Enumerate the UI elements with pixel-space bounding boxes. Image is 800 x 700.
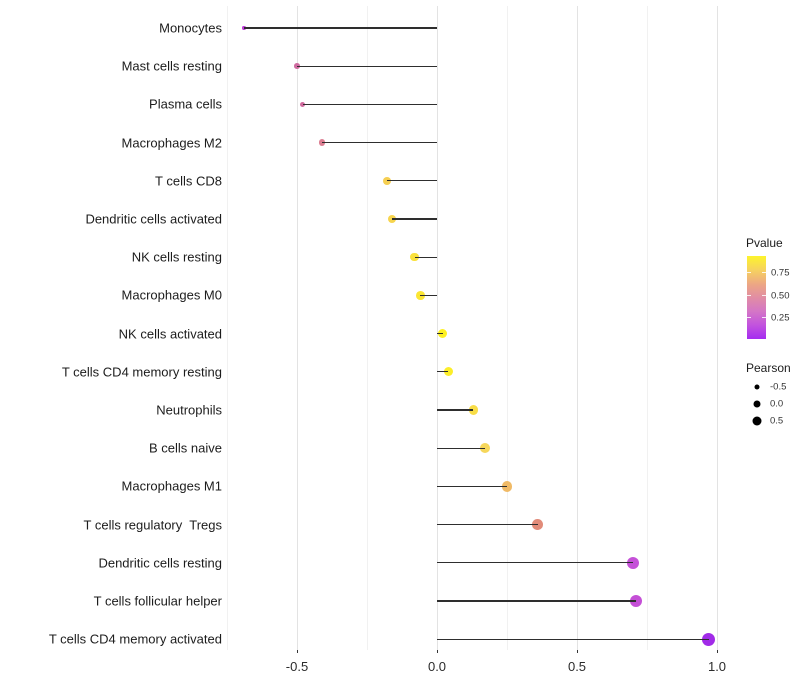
category-label: T cells follicular helper [93,593,222,609]
category-label: Macrophages M2 [121,135,222,151]
category-label: T cells CD4 memory resting [61,364,222,380]
category-label: NK cells activated [118,326,222,342]
colorbar-tick [762,272,766,273]
minor-gridline [647,6,648,650]
major-gridline [297,6,298,650]
colorbar-tick [747,295,751,296]
x-axis-tick [297,650,298,653]
major-gridline [437,6,438,650]
pvalue-tick-label: 0.75 [771,267,790,279]
pvalue-legend-title: Pvalue [746,236,783,250]
colorbar-tick [762,295,766,296]
lollipop-dot [382,176,391,185]
category-label: Mast cells resting [121,58,222,74]
category-label: Monocytes [159,20,222,36]
lollipop-stick [437,371,449,373]
lollipop-stick [437,600,636,602]
lollipop-dot [242,26,246,30]
x-axis-tick-label: 0.5 [567,659,587,674]
category-label: T cells CD8 [155,173,222,189]
major-gridline [577,6,578,650]
lollipop-stick [437,638,709,640]
minor-gridline [227,6,228,650]
lollipop-stick [420,294,437,297]
lollipop-stick [437,447,485,449]
lollipop-dot [443,367,453,377]
lollipop-stick [297,65,437,67]
lollipop-stick [392,218,437,220]
colorbar-tick [762,317,766,318]
lollipop-stick [302,103,437,106]
x-axis-tick [437,650,438,653]
lollipop-stick [437,523,538,526]
x-axis-tick [577,650,578,653]
minor-gridline [507,6,508,650]
major-gridline [717,6,718,650]
lollipop-dot [479,443,490,454]
lollipop-dot [438,329,448,339]
x-axis-tick-label: 1.0 [707,659,727,674]
lollipop-stick [386,180,437,182]
category-label: NK cells resting [131,249,222,265]
category-label: T cells CD4 memory activated [48,631,222,647]
pvalue-colorbar [747,256,766,339]
colorbar-tick [747,317,751,318]
colorbar-tick [747,272,751,273]
pearson-size-key-medium [753,400,761,408]
lollipop-stick [437,409,474,411]
pearson-size-label: 0.5 [770,415,784,427]
lollipop-stick [414,256,437,258]
x-axis-tick-label: -0.5 [285,659,309,674]
pearson-size-key-small [754,384,760,390]
pvalue-tick-label: 0.50 [771,290,790,302]
category-label: Dendritic cells resting [98,555,222,571]
lollipop-stick [437,332,443,335]
category-label: T cells regulatory Tregs [83,517,222,533]
pearson-size-label: 0.0 [770,398,784,410]
pvalue-tick-label: 0.25 [771,312,790,324]
category-label: Plasma cells [149,96,222,112]
x-axis-tick [717,650,718,653]
pearson-size-key-large [752,416,762,426]
pearson-size-label: -0.5 [770,381,787,393]
minor-gridline [367,6,368,650]
lollipop-dot [294,63,300,69]
pearson-legend-title: Pearson [746,361,791,375]
lollipop-stick [437,485,507,488]
lollipop-stick [437,562,633,564]
lollipop-stick [322,141,437,144]
lollipop-stick [243,27,437,29]
category-label: Dendritic cells activated [85,211,222,227]
category-label: Neutrophils [156,402,222,418]
category-label: Macrophages M0 [121,287,222,303]
x-axis-tick-label: 0.0 [427,659,447,674]
category-label: B cells naive [149,440,222,456]
category-label: Macrophages M1 [121,478,222,494]
